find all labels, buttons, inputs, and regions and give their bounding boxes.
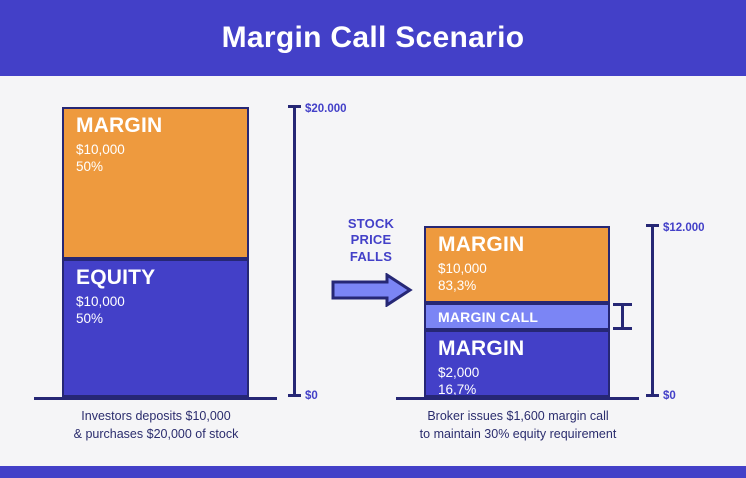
right-segment-margin-top-percent: 83,3% [438,278,477,293]
chart-canvas: MARGIN $10,000 50% EQUITY $10,000 50% In… [0,76,746,466]
left-segment-equity-title: EQUITY [76,266,156,289]
right-caption-line-1: Broker issues $1,600 margin call [427,409,609,423]
header-bar: Margin Call Scenario [0,0,746,76]
left-segment-margin-title: MARGIN [76,114,163,137]
right-segment-margin-bottom-percent: 16,7% [438,382,477,397]
left-caption-line-1: Investors deposits $10,000 [81,409,231,423]
right-axis-line [651,224,654,397]
right-caption: Broker issues $1,600 margin call to main… [385,407,651,443]
footer-bar [0,466,746,478]
stock-price-falls-line-2: PRICE [350,232,392,248]
right-segment-margin-top: MARGIN $10,000 83,3% [424,226,610,303]
left-segment-margin-percent: 50% [76,159,104,174]
left-bar-stack: MARGIN $10,000 50% EQUITY $10,000 50% [62,107,249,397]
page-title: Margin Call Scenario [221,21,525,54]
left-caption-line-2: & purchases $20,000 of stock [73,427,239,442]
left-segment-equity: EQUITY $10,000 50% [62,259,249,397]
stock-price-falls-group: STOCK PRICE FALLS [331,216,413,308]
right-segment-margin-call: MARGIN CALL [424,303,610,330]
left-segment-margin-amount: $10,000 [76,142,125,157]
i-beam-stem [621,303,624,330]
left-segment-equity-percent: 50% [76,311,104,326]
left-axis-top-label: $20.000 [305,103,347,115]
left-segment-equity-amount: $10,000 [76,294,125,309]
left-axis-bottom-label: $0 [305,390,318,402]
left-baseline [34,397,277,400]
right-caption-line-2: to maintain 30% equity requirement [419,427,617,442]
arrow-right-icon [331,272,413,312]
right-segment-margin-top-amount: $10,000 [438,261,487,276]
right-axis-top-label: $12.000 [663,222,705,234]
right-baseline [396,397,639,400]
right-bar-stack: MARGIN $10,000 83,3% MARGIN CALL MARGIN … [424,226,610,397]
right-segment-margin-top-title: MARGIN [438,233,525,256]
left-caption: Investors deposits $10,000 & purchases $… [30,407,282,443]
right-segment-margin-bottom: MARGIN $2,000 16,7% [424,330,610,397]
right-segment-margin-bottom-title: MARGIN [438,337,525,360]
i-beam-bottom-cap [613,327,632,330]
stock-price-falls-line-1: STOCK [347,216,395,231]
left-segment-margin: MARGIN $10,000 50% [62,107,249,259]
left-axis-bottom-cap [288,394,301,397]
stock-price-falls-label: STOCK PRICE FALLS [333,216,409,265]
right-axis-bottom-cap [646,394,659,397]
stock-price-falls-line-3: FALLS [349,248,393,264]
right-segment-margin-bottom-amount: $2,000 [438,365,480,380]
i-beam-dimension-icon [613,303,632,330]
right-axis-bottom-label: $0 [663,390,676,402]
left-axis-line [293,105,296,397]
right-segment-margin-call-label: MARGIN CALL [438,308,539,325]
